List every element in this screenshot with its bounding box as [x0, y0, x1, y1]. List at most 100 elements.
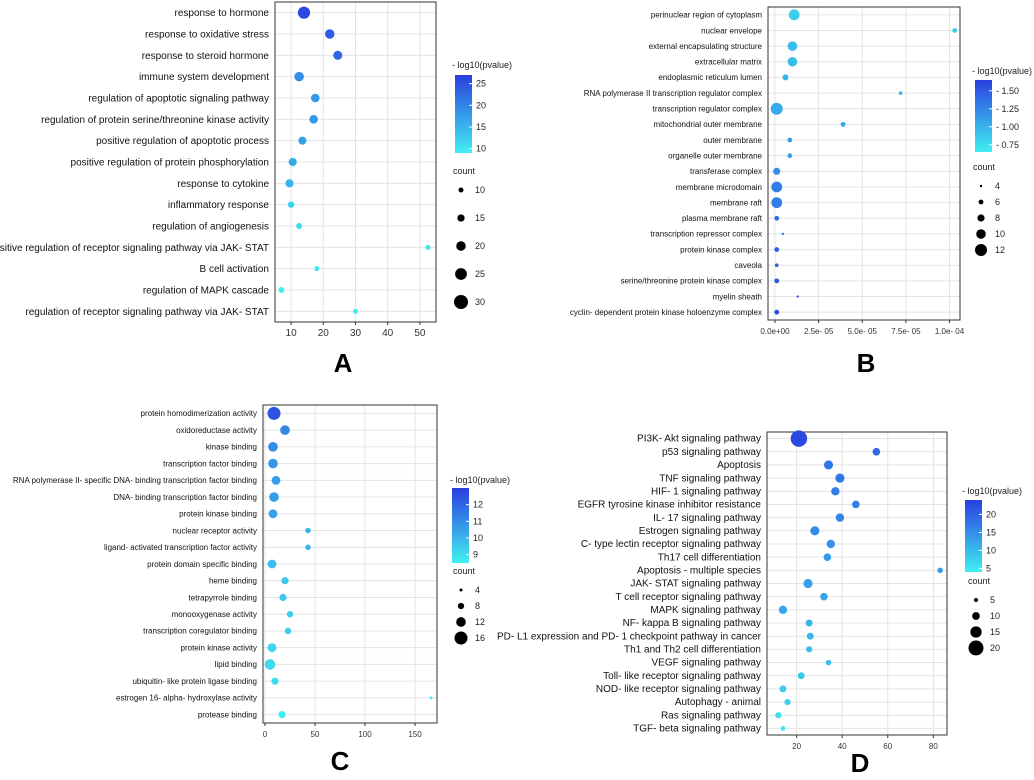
- data-point: [297, 6, 311, 19]
- x-tick-label: 60: [883, 742, 892, 751]
- data-point: [805, 619, 813, 627]
- category-label: nuclear envelope: [701, 26, 762, 35]
- size-legend-label: 12: [995, 245, 1005, 255]
- data-point: [429, 696, 433, 700]
- category-label: caveola: [734, 261, 762, 270]
- category-label: TNF signaling pathway: [659, 473, 761, 484]
- size-legend-dot: [454, 631, 468, 645]
- category-label: monooxygenase activity: [172, 610, 257, 619]
- size-legend-dot: [456, 617, 466, 627]
- data-point: [774, 215, 780, 221]
- panel-d: PI3K- Akt signaling pathway p53 signaling…: [497, 430, 1022, 778]
- data-point: [324, 29, 335, 39]
- category-label: Toll- like receptor signaling pathway: [603, 671, 761, 682]
- plot-border: [262, 404, 438, 724]
- category-label: PD- L1 expression and PD- 1 checkpoint p…: [497, 631, 762, 642]
- data-point: [787, 56, 798, 67]
- category-label: membrane microdomain: [676, 183, 762, 192]
- category-label: Estrogen signaling pathway: [639, 526, 761, 537]
- data-point: [774, 247, 780, 252]
- category-label: nuclear receptor activity: [173, 526, 257, 535]
- data-point: [298, 136, 307, 145]
- x-tick-label: 20: [792, 742, 801, 751]
- category-label: B cell activation: [200, 264, 269, 275]
- size-legend-dot: [455, 268, 467, 280]
- category-label: response to hormone: [174, 8, 269, 19]
- size-legend-label: 8: [475, 601, 480, 611]
- x-tick-label: 1.0e- 04: [935, 327, 965, 336]
- size-legend-dot: [978, 199, 984, 205]
- data-point: [314, 266, 320, 272]
- color-legend-label: - 1.25: [996, 104, 1019, 114]
- color-legend-label: - 1.00: [996, 122, 1019, 132]
- data-point: [268, 458, 278, 469]
- category-label: MAPK signaling pathway: [650, 605, 761, 616]
- data-point: [296, 223, 303, 229]
- x-tick-label: 150: [408, 730, 422, 739]
- data-point: [797, 672, 805, 680]
- data-point: [788, 9, 800, 21]
- x-tick-label: 5.0e- 05: [848, 327, 878, 336]
- x-tick-label: 10: [286, 328, 298, 339]
- plot-border: [767, 6, 961, 321]
- category-label: protein kinase activity: [181, 643, 257, 652]
- category-label: perinuclear region of cytoplasm: [651, 11, 763, 20]
- data-point: [952, 28, 958, 33]
- category-label: p53 signaling pathway: [662, 447, 761, 458]
- category-label: plasma membrane raft: [682, 214, 763, 223]
- category-label: response to oxidative stress: [145, 30, 269, 41]
- data-point: [268, 442, 278, 452]
- category-label: endoplasmic reticulum lumen: [658, 73, 762, 82]
- size-legend-label: 8: [995, 213, 1000, 223]
- color-legend-label: 9: [473, 550, 478, 560]
- data-point: [279, 593, 287, 602]
- data-point: [305, 527, 311, 534]
- data-point: [779, 685, 787, 693]
- data-point: [775, 712, 782, 719]
- data-point: [288, 157, 297, 167]
- data-point: [787, 137, 793, 143]
- category-label: Ras signaling pathway: [661, 710, 761, 721]
- size-legend-dot: [976, 229, 986, 239]
- data-point: [835, 513, 845, 522]
- data-point: [294, 71, 304, 82]
- category-label: JAK- STAT signaling pathway: [630, 579, 761, 590]
- category-label: HIF- 1 signaling pathway: [651, 486, 761, 497]
- data-point: [310, 93, 320, 103]
- category-label: T cell receptor signaling pathway: [616, 592, 761, 603]
- data-point: [780, 726, 786, 731]
- size-legend-dot: [458, 187, 464, 193]
- color-legend-label: 15: [476, 122, 486, 132]
- data-point: [787, 41, 798, 51]
- size-legend-label: 15: [990, 627, 1000, 637]
- data-point: [872, 447, 881, 456]
- color-bar: [975, 80, 992, 152]
- size-legend-label: 4: [995, 181, 1000, 191]
- size-legend-dot: [456, 241, 466, 251]
- data-point: [787, 153, 793, 159]
- color-legend-label: 11: [473, 516, 482, 526]
- data-point: [826, 539, 835, 549]
- category-label: Th1 and Th2 cell differentiation: [624, 645, 761, 656]
- size-legend-title: count: [973, 162, 996, 172]
- data-point: [803, 578, 813, 589]
- x-tick-label: 50: [414, 328, 426, 339]
- size-legend-label: 5: [990, 595, 995, 605]
- size-legend-dot: [972, 612, 980, 620]
- category-label: oxidoreductase activity: [176, 426, 257, 435]
- data-point: [267, 643, 277, 653]
- data-point: [831, 487, 840, 496]
- size-legend-label: 4: [475, 585, 480, 595]
- data-point: [774, 278, 780, 284]
- data-point: [898, 91, 903, 95]
- size-legend-label: 6: [995, 197, 1000, 207]
- category-label: ligand- activated transcription factor a…: [104, 543, 257, 552]
- panel-letter: C: [331, 746, 350, 776]
- category-label: protein homodimerization activity: [141, 409, 258, 418]
- color-legend-label: 25: [476, 79, 486, 89]
- data-point: [267, 559, 277, 569]
- data-point: [285, 179, 294, 188]
- panel-letter: D: [851, 748, 870, 778]
- data-point: [820, 592, 828, 601]
